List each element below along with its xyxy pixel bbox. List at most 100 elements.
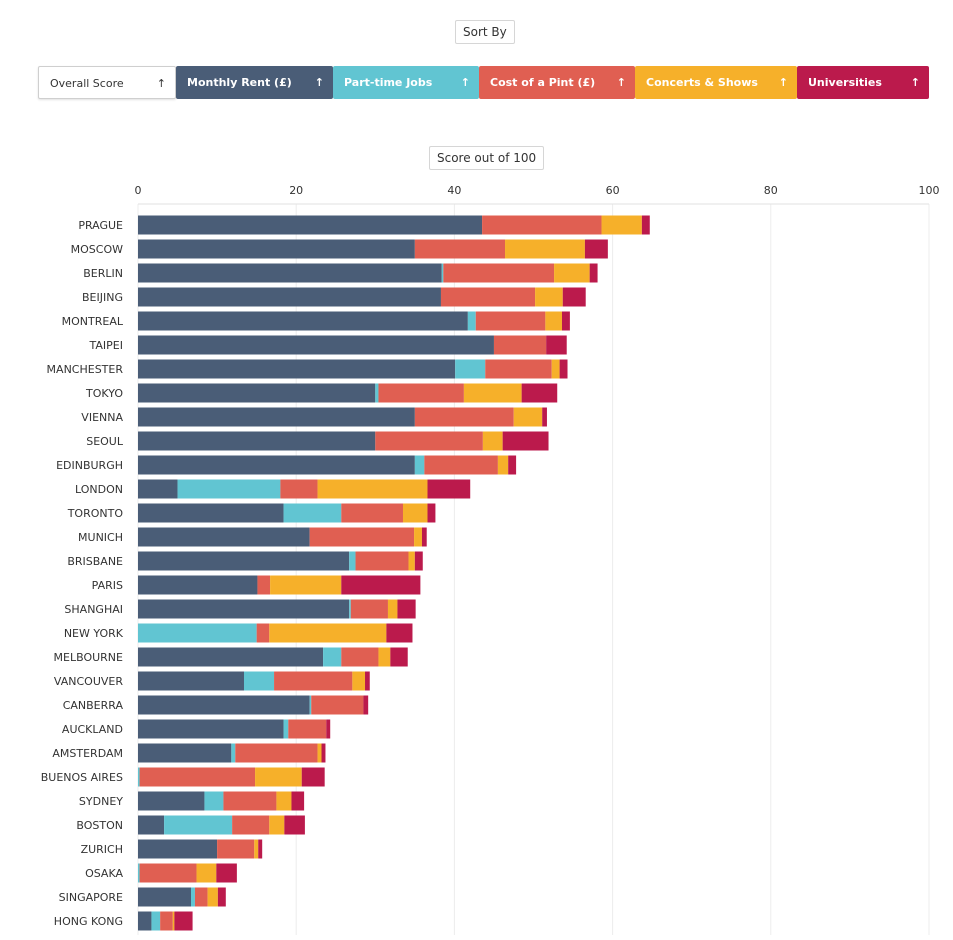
bar-segment: [601, 215, 642, 235]
bar-segment: [317, 479, 428, 499]
bar-segment: [139, 767, 256, 787]
bar-segment: [138, 263, 442, 283]
bar-segment: [274, 671, 353, 691]
sort-monthly-rent-button[interactable]: Monthly Rent (£) ↑: [176, 66, 333, 99]
sort-cost-of-pint-label: Cost of a Pint (£): [490, 76, 596, 89]
bar-segment: [138, 551, 350, 571]
bar-segment: [508, 455, 517, 475]
bar-segment: [138, 839, 218, 859]
sort-part-time-jobs-button[interactable]: Part-time Jobs ↑: [333, 66, 479, 99]
bar-segment: [243, 671, 275, 691]
bar-segment: [559, 359, 568, 379]
category-label: HONG KONG: [54, 915, 123, 928]
sort-universities-button[interactable]: Universities ↑: [797, 66, 929, 99]
category-label: ZURICH: [81, 843, 123, 856]
bar-segment: [355, 551, 409, 571]
bar-segment: [204, 791, 224, 811]
bar-segment: [546, 335, 567, 355]
bar-segment: [497, 455, 509, 475]
category-label: MOSCOW: [71, 243, 123, 256]
category-label: TOKYO: [85, 387, 123, 400]
bar-segment: [254, 839, 259, 859]
bar-segment: [309, 527, 415, 547]
x-tick-label: 100: [919, 184, 940, 197]
x-tick-label: 80: [764, 184, 778, 197]
bar-segment: [414, 551, 423, 571]
bar-segment: [138, 479, 178, 499]
bar-segment: [138, 527, 310, 547]
sort-overall-score-button[interactable]: Overall Score ↑: [38, 66, 176, 99]
x-tick-label: 0: [135, 184, 142, 197]
sort-concerts-shows-button[interactable]: Concerts & Shows ↑: [635, 66, 797, 99]
bar-segment: [349, 599, 351, 619]
bar-segment: [138, 671, 244, 691]
category-label: PRAGUE: [78, 219, 123, 232]
bar-segment: [177, 479, 281, 499]
bar-segment: [545, 311, 562, 331]
bar-segment: [138, 575, 258, 595]
sort-universities-label: Universities: [808, 76, 882, 89]
category-label: VANCOUVER: [54, 675, 123, 688]
arrow-up-icon: ↑: [156, 77, 166, 90]
bar-segment: [378, 647, 391, 667]
bar-segment: [414, 527, 422, 547]
bar-segment: [341, 575, 421, 595]
bar-segment: [589, 263, 598, 283]
bar-segment: [269, 815, 285, 835]
bar-segment: [138, 311, 468, 331]
bar-segment: [291, 791, 305, 811]
bar-segment: [323, 647, 342, 667]
bar-segment: [363, 695, 369, 715]
bar-segment: [194, 887, 208, 907]
bar-segment: [482, 215, 602, 235]
bar-segment: [280, 479, 318, 499]
sort-button-bar: Overall Score ↑ Monthly Rent (£) ↑ Part-…: [38, 66, 929, 99]
bar-segment: [139, 863, 197, 883]
bar-segment: [365, 671, 370, 691]
bar-segment: [288, 719, 327, 739]
category-label: CANBERRA: [63, 699, 124, 712]
bar-segment: [276, 791, 292, 811]
bar-segment: [138, 767, 140, 787]
bar-segment: [414, 455, 425, 475]
bar-segment: [502, 431, 549, 451]
category-label: AMSTERDAM: [52, 747, 123, 760]
bar-segment: [443, 263, 555, 283]
bar-segment: [441, 263, 444, 283]
bar-segment: [455, 359, 486, 379]
bar-segment: [554, 263, 590, 283]
bar-segment: [138, 287, 441, 307]
bar-segment: [475, 311, 546, 331]
bar-segment: [535, 287, 563, 307]
bar-segment: [513, 407, 543, 427]
category-label: BERLIN: [83, 267, 123, 280]
bar-segment: [138, 359, 456, 379]
bar-segment: [283, 503, 342, 523]
bar-segment: [190, 887, 195, 907]
category-label: OSAKA: [85, 867, 123, 880]
bar-segment: [375, 383, 379, 403]
arrow-up-icon: ↑: [616, 76, 626, 89]
arrow-up-icon: ↑: [314, 76, 324, 89]
bar-segment: [270, 575, 342, 595]
bar-segment: [235, 743, 318, 763]
bar-segment: [397, 599, 416, 619]
category-label: MANCHESTER: [47, 363, 124, 376]
bar-segment: [482, 431, 503, 451]
bar-segment: [255, 767, 302, 787]
category-label: SEOUL: [86, 435, 124, 448]
bar-segment: [505, 239, 585, 259]
bar-segment: [341, 503, 403, 523]
bar-segment: [138, 599, 350, 619]
bar-segment: [258, 839, 263, 859]
category-label: PARIS: [92, 579, 123, 592]
category-label: BRISBANE: [67, 555, 123, 568]
category-label: TORONTO: [67, 507, 124, 520]
bar-segment: [493, 335, 547, 355]
category-label: BUENOS AIRES: [41, 771, 123, 784]
category-label: MONTREAL: [62, 315, 124, 328]
bar-segment: [317, 743, 322, 763]
arrow-up-icon: ↑: [460, 76, 470, 89]
bar-segment: [138, 431, 376, 451]
sort-cost-of-pint-button[interactable]: Cost of a Pint (£) ↑: [479, 66, 635, 99]
